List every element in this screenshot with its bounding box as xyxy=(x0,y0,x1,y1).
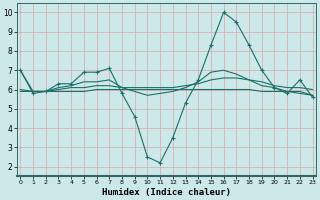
X-axis label: Humidex (Indice chaleur): Humidex (Indice chaleur) xyxy=(102,188,231,197)
